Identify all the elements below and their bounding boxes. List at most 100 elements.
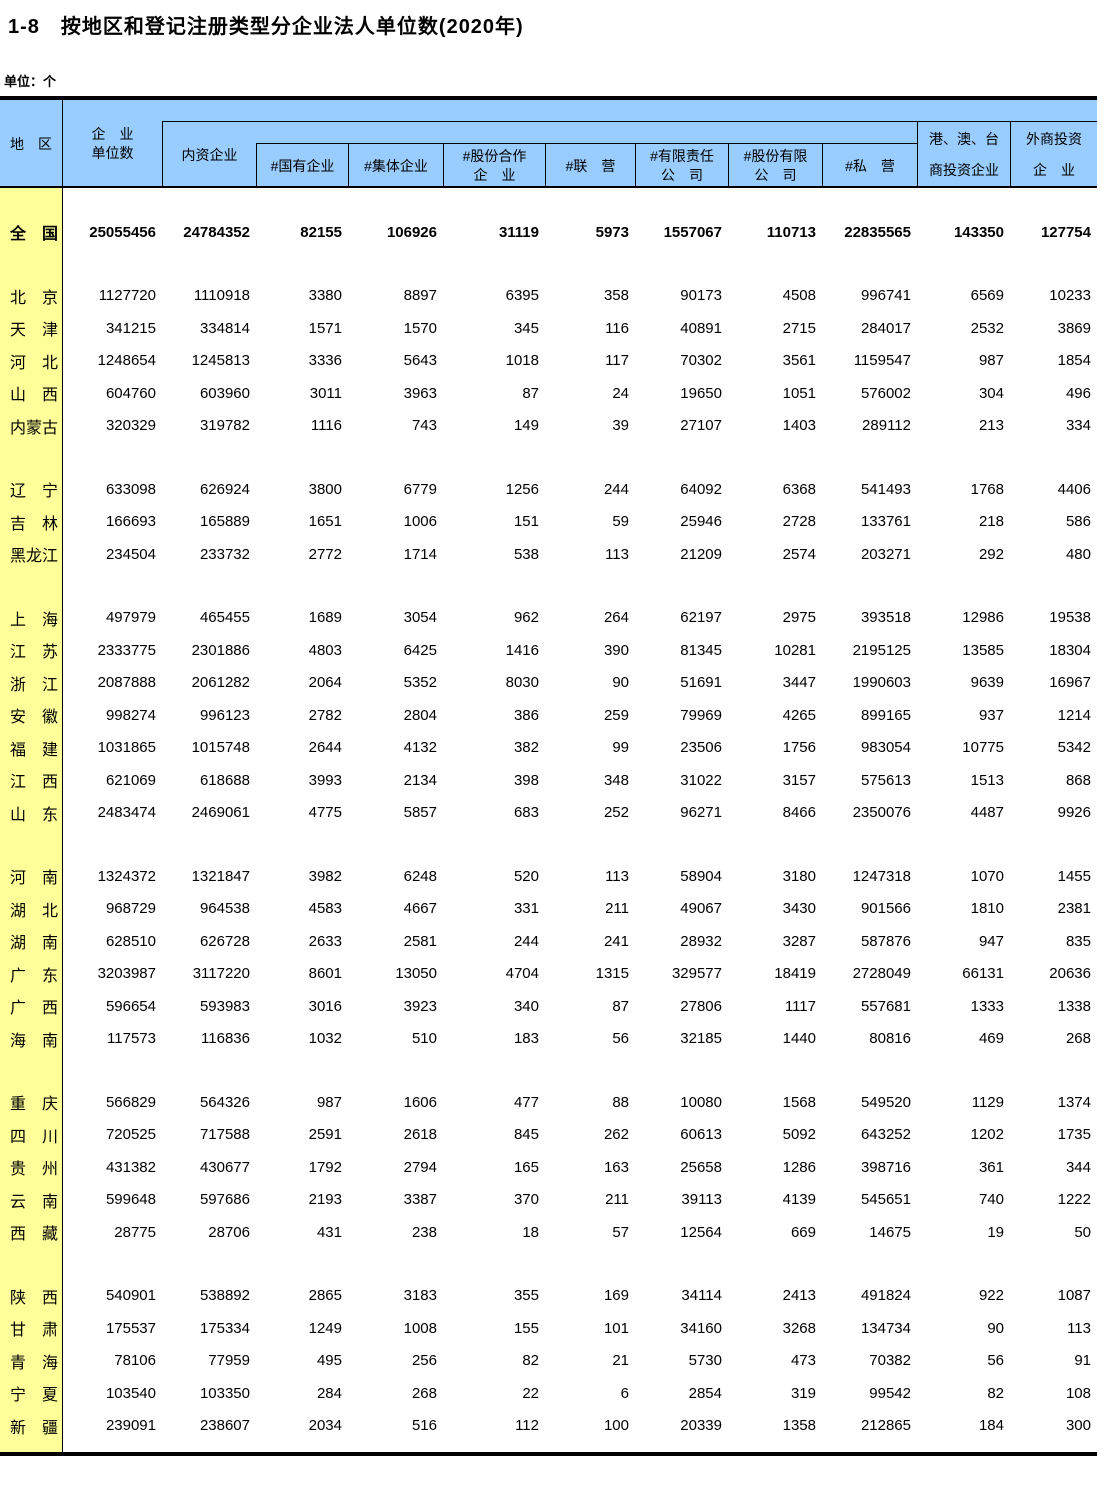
value-cell: 1018 [505,352,539,370]
header-subcolumn: #国有企业 [256,143,348,188]
value-cell: 1403 [782,417,816,435]
value-cell: 3387 [403,1191,437,1209]
value-cell: 8897 [403,287,437,305]
value-cell: 1333 [970,997,1004,1015]
value-cell: 81345 [680,641,722,659]
table-header: 地 区 企 业 单位数 内资企业 港、澳、台 商投资企业 外商投资 企 业 #国… [0,100,1097,188]
region-cell [0,1248,63,1280]
value-cell: 586 [1065,513,1091,531]
value-cell: 169 [603,1287,629,1305]
statistics-table: 地 区 企 业 单位数 内资企业 港、澳、台 商投资企业 外商投资 企 业 #国… [0,96,1097,1456]
header-subcolumn-line: #股份有限 [743,148,808,164]
table-row: 黑龙江 234504 233732 2772 1714 538 113 21209 2574 20… [0,538,1097,571]
value-cell: 3447 [782,674,816,692]
value-cell: 495 [316,1352,342,1370]
region-cell: 全 国 [0,216,63,249]
value-cell: 34114 [681,1287,722,1305]
value-cell: 166693 [105,513,156,531]
value-cell: 1990603 [852,674,911,692]
table-row: 山 西 604760 603960 3011 3963 87 24 19650 1051 5760… [0,377,1097,410]
value-cell: 59 [612,513,629,531]
value-cell: 599648 [105,1191,156,1209]
value-cell: 996741 [860,287,911,305]
value-cell: 163 [603,1158,629,1176]
value-cell: 1051 [782,384,816,402]
value-cell: 1513 [970,771,1004,789]
value-cell: 304 [978,384,1004,402]
table-row: 广 西 596654 593983 3016 3923 340 87 27806 1117 557… [0,990,1097,1023]
value-cell: 238 [411,1223,437,1241]
header-subcolumn-line: #有限责任 [650,148,714,164]
value-cell: 66131 [962,965,1004,983]
value-cell: 1374 [1057,1093,1091,1111]
table-row: 贵 州 431382 430677 1792 2794 165 163 25658 1286 39… [0,1151,1097,1184]
value-cell: 292 [978,545,1004,563]
value-cell: 2794 [403,1158,437,1176]
value-cell: 5342 [1057,739,1091,757]
value-cell: 62197 [680,609,722,627]
value-cell: 3923 [403,997,437,1015]
region-cell: 重 庆 [0,1086,63,1119]
value-cell: 8466 [782,804,816,822]
value-cell: 113 [605,867,629,885]
value-cell: 2064 [308,674,342,692]
value-cell: 1249 [308,1319,342,1337]
value-cell: 319 [790,1384,816,1402]
value-cell: 587876 [860,932,911,950]
region-cell: 辽 宁 [0,473,63,506]
value-cell: 3268 [782,1319,816,1337]
value-cell: 1756 [782,739,816,757]
header-subcolumn-line: #联 营 [565,157,616,174]
value-cell: 3800 [308,480,342,498]
value-cell: 3993 [308,771,342,789]
value-cell: 70382 [869,1352,911,1370]
header-subcolumn: #股份合作企 业 [443,143,545,188]
value-cell: 13050 [395,965,437,983]
value-cell: 284 [316,1384,342,1402]
value-cell: 4265 [782,706,816,724]
value-cell: 922 [978,1287,1004,1305]
value-cell: 134734 [860,1319,911,1337]
region-cell: 内蒙古 [0,409,63,442]
value-cell: 289112 [862,417,911,435]
value-cell: 82 [522,1352,539,1370]
value-cell: 618688 [199,771,250,789]
value-cell: 238607 [199,1417,250,1435]
value-cell: 24784352 [183,223,250,241]
value-cell: 473 [790,1352,816,1370]
value-cell: 593983 [199,997,250,1015]
value-cell: 1358 [782,1417,816,1435]
region-cell: 山 西 [0,377,63,410]
value-cell: 244 [603,480,629,498]
value-cell: 393518 [860,609,911,627]
value-cell: 3336 [308,352,342,370]
value-cell: 13585 [962,641,1004,659]
value-cell: 1714 [403,545,437,563]
value-cell: 431 [316,1223,342,1241]
table-row: 河 南 1324372 1321847 3982 6248 520 113 58904 3180… [0,860,1097,893]
value-cell: 9926 [1057,804,1091,822]
header-subcolumn-line: #集体企业 [364,157,428,174]
header-subcolumn: #有限责任公 司 [635,143,728,188]
value-cell: 469 [978,1030,1004,1048]
value-cell: 256 [411,1352,437,1370]
value-cell: 87 [612,997,629,1015]
value-cell: 1129 [971,1093,1004,1111]
value-cell: 3561 [782,352,816,370]
table-row: 全 国 25055456 24784352 82155 106926 31119 5973 1… [0,216,1097,249]
table-row: 广 东 3203987 3117220 8601 13050 4704 1315 329577… [0,957,1097,990]
row-spacer [0,1055,1097,1086]
value-cell: 1651 [308,513,342,531]
header-subcolumn: #股份有限公 司 [728,143,822,188]
table-row: 福 建 1031865 1015748 2644 4132 382 99 23506 1756 9… [0,731,1097,764]
value-cell: 2333775 [97,641,156,659]
header-foreign-invested: 外商投资 企 业 [1010,121,1097,188]
value-cell: 183 [513,1030,539,1048]
table-row: 湖 北 968729 964538 4583 4667 331 211 49067 3430 90… [0,892,1097,925]
value-cell: 431382 [105,1158,156,1176]
region-cell: 宁 夏 [0,1377,63,1410]
value-cell: 51691 [680,674,722,692]
value-cell: 155 [513,1319,539,1337]
value-cell: 1245813 [191,352,250,370]
